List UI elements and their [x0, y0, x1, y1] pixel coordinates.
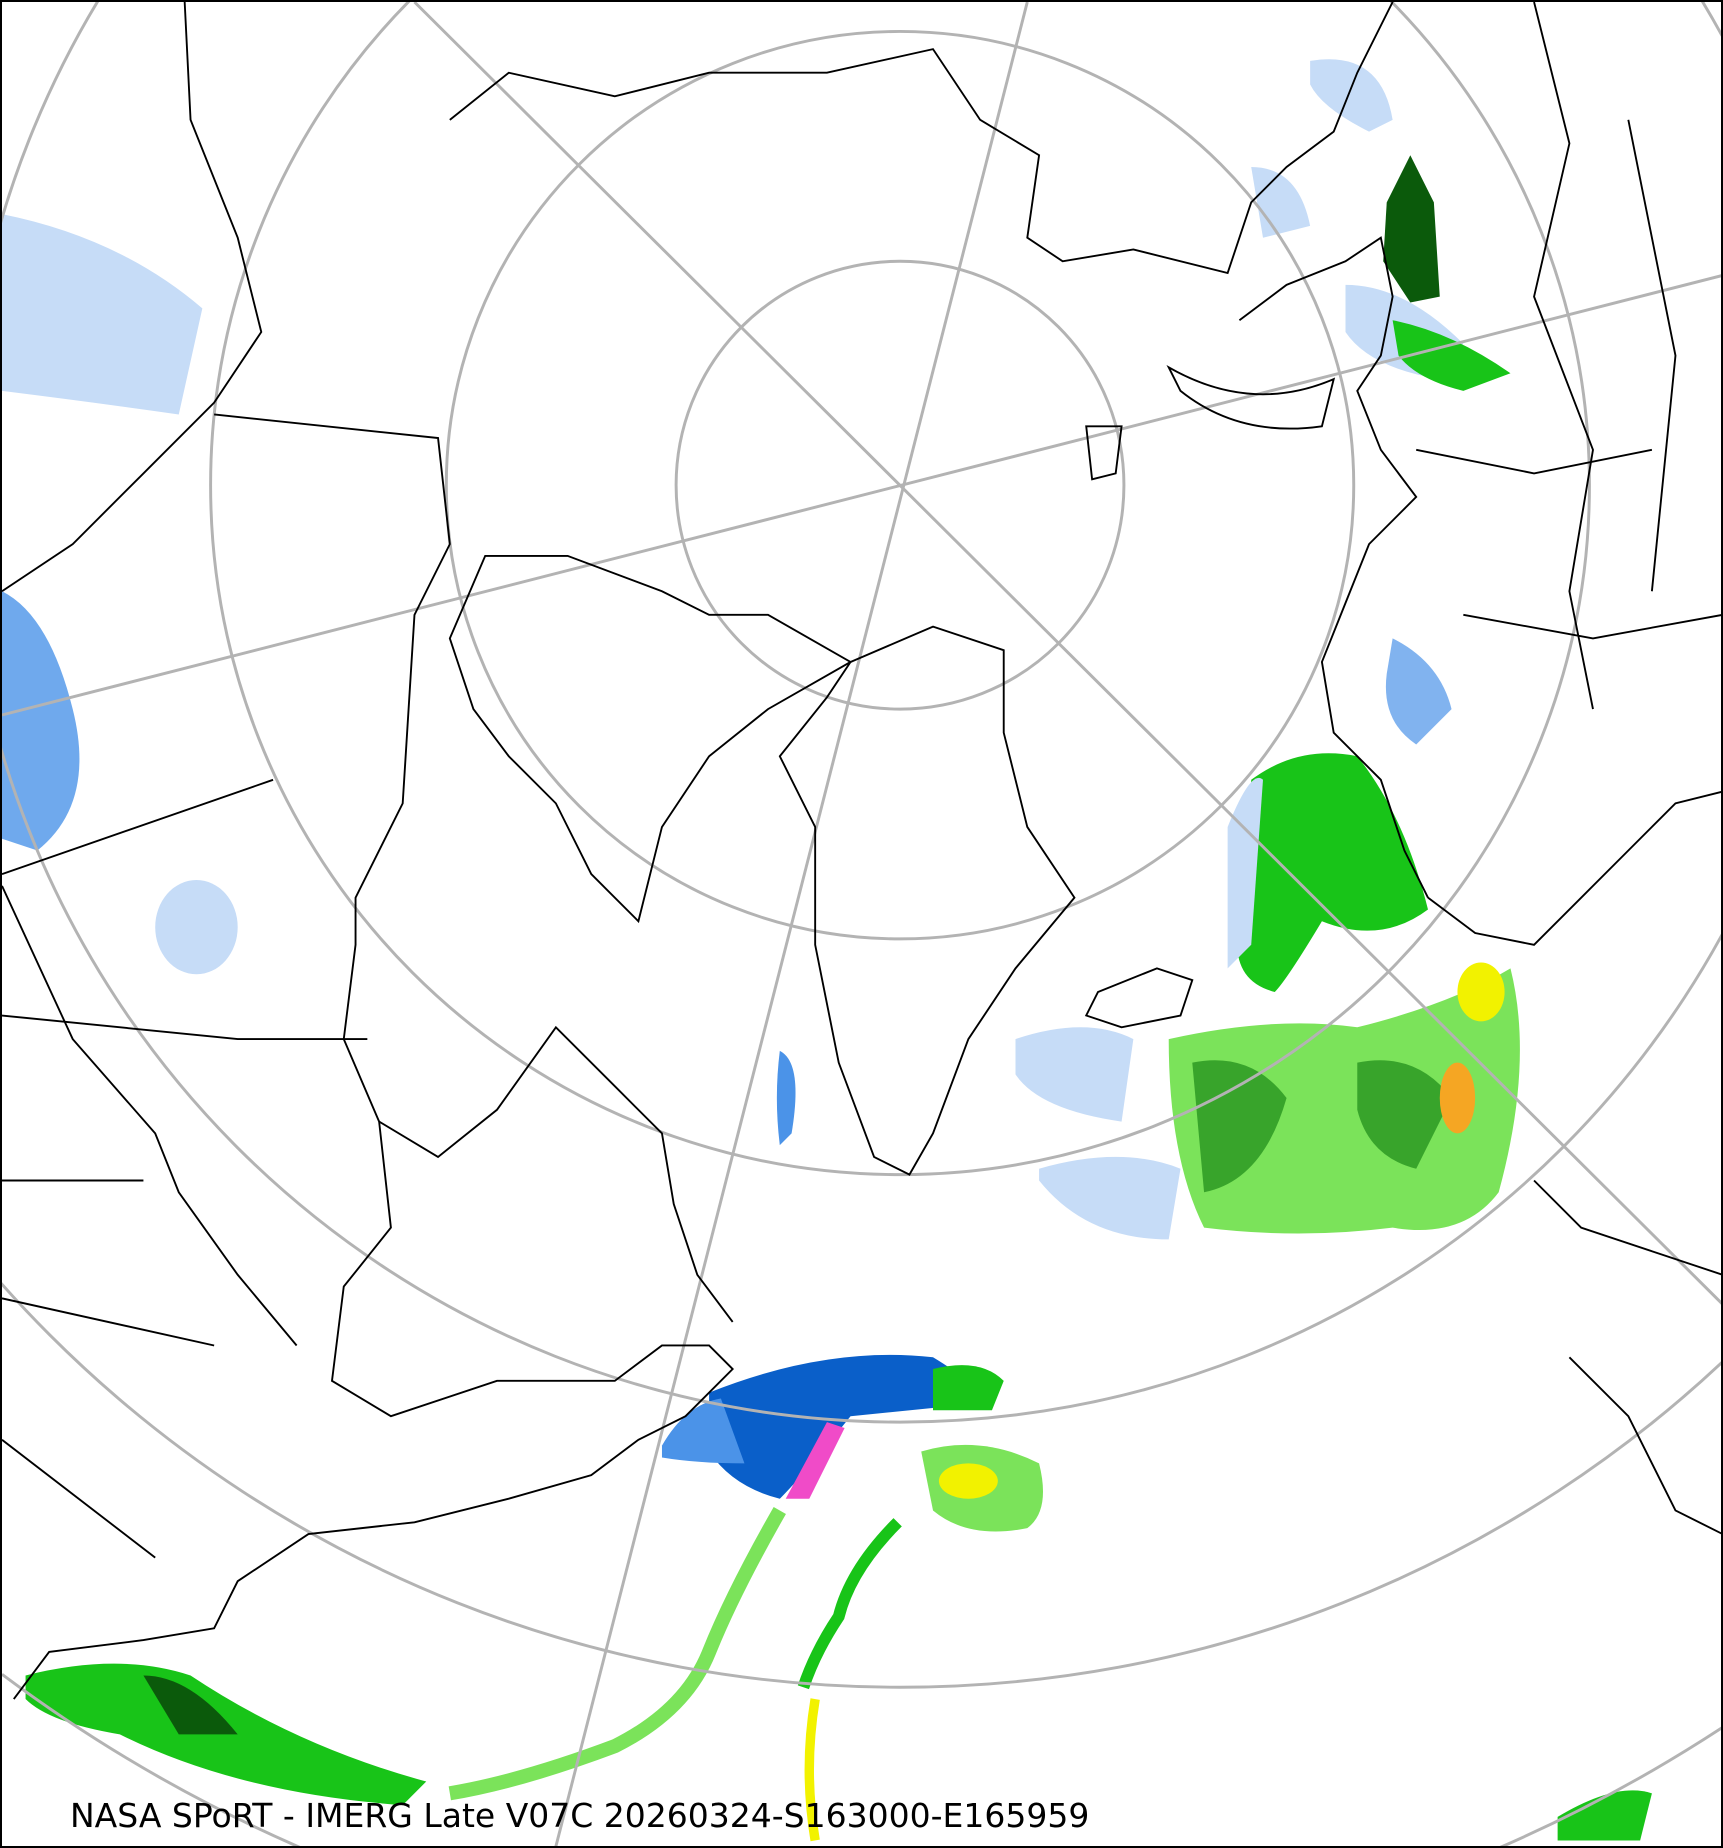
precip-orange-newfoundland-storm: [938, 1463, 998, 1499]
map-caption: NASA SPoRT - IMERG Late V07C 20260324-S1…: [70, 1796, 1090, 1835]
latitude-circle-40: [2, 1281, 1721, 1689]
precip-darkgreen-europe: [1192, 1060, 1452, 1193]
latitude-arc-30-east: [1499, 1726, 1721, 1846]
siberia-coast: [449, 2, 1394, 275]
scandinavia-coast: [1238, 236, 1429, 899]
svalbard-outline: [1085, 425, 1123, 481]
precip-green-europe: [1168, 968, 1520, 1234]
latitude-arc-30-west: [2, 1673, 301, 1846]
us-canada-border: [2, 885, 298, 1347]
precipitation-layer: [2, 59, 1652, 1842]
hudson-bay: [378, 1025, 734, 1323]
precip-darkgreen-scandinavia: [1383, 155, 1440, 303]
precip-blue-west: [2, 591, 80, 851]
precip-blue-europe: [1385, 638, 1452, 745]
greenland-outline: [778, 625, 1076, 1176]
alaska-coast: [2, 2, 263, 593]
iceland-outline: [1084, 967, 1194, 1029]
coastlines: [2, 2, 1721, 1700]
latitude-circle-60: [209, 2, 1591, 1176]
precip-blue-labrador: [709, 1354, 976, 1499]
precip-band-secondary: [797, 1518, 902, 1690]
precip-lightblue-north-atlantic: [1015, 1027, 1181, 1240]
meridian-line: [413, 2, 1721, 1305]
precip-green-baltic: [1392, 320, 1511, 391]
precip-blue-greenland-east: [776, 1050, 796, 1146]
precip-yellow-central-europe: [1457, 962, 1505, 1022]
precip-pink-labrador: [785, 1422, 845, 1499]
canadian-archipelago: [448, 554, 853, 924]
precip-green-labrador: [933, 1365, 1004, 1411]
precip-lightblue-labrador: [661, 1398, 745, 1464]
meridian-line: [554, 2, 1029, 1846]
precip-green-se-corner: [1557, 1790, 1652, 1841]
north-america-coast: [13, 413, 735, 1700]
precip-darkgreen-gulf: [143, 1675, 238, 1735]
meridian-line: [2, 274, 1721, 717]
precip-lightblue-west: [2, 214, 203, 415]
latitude-circle-50: [2, 2, 1721, 1424]
precip-lightblue-alaska: [155, 879, 238, 975]
europe-coast: [1427, 791, 1721, 1535]
precip-orange-europe: [1439, 1062, 1476, 1134]
precip-lightblue-atlantic-front: [1227, 777, 1263, 969]
country-borders: [2, 2, 1721, 1559]
precip-band-south: [804, 1698, 820, 1842]
novaya-zemlya-outline: [1166, 364, 1336, 430]
latitude-circle-70: [444, 29, 1356, 941]
precip-band-atlantic: [448, 1506, 786, 1801]
precip-green-atlantic-front: [1237, 753, 1428, 992]
latitude-circle-80: [674, 259, 1126, 711]
